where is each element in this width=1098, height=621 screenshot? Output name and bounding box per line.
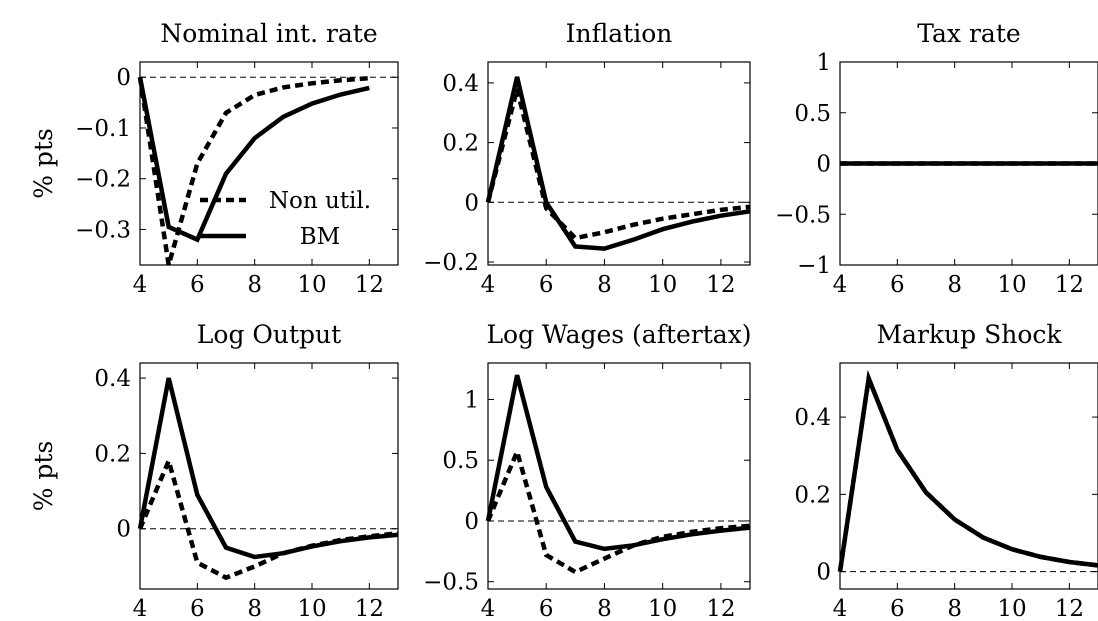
series-line-bm <box>485 76 751 251</box>
y-axis-label: % pts <box>29 441 58 512</box>
y-tick-label: 0.2 <box>794 482 831 508</box>
y-tick-label: 0.5 <box>442 448 479 474</box>
x-tick-label: 12 <box>706 272 735 298</box>
series-line-non-util <box>485 88 751 241</box>
y-tick-label: 0 <box>116 517 131 543</box>
series-line-non-util <box>137 454 399 581</box>
x-tick-label: 6 <box>890 272 905 298</box>
x-tick-label: 6 <box>539 596 554 621</box>
x-tick-label: 4 <box>481 596 496 621</box>
plot-frame <box>139 362 399 590</box>
x-tick-label: 4 <box>833 272 848 298</box>
series-line-bm <box>137 76 370 243</box>
x-tick-label: 10 <box>648 272 677 298</box>
legend: Non util. BM <box>200 188 371 250</box>
y-tick-label: 0 <box>816 152 831 178</box>
x-tick-label: 6 <box>539 272 554 298</box>
panel-title: Nominal int. rate <box>160 19 377 48</box>
x-tick-label: 10 <box>997 272 1026 298</box>
y-axis-label: % pts <box>29 128 58 199</box>
x-tick-label: 12 <box>1055 272 1084 298</box>
x-tick-label: 4 <box>833 596 848 621</box>
panel-title: Tax rate <box>917 19 1020 48</box>
y-tick-label: 0.2 <box>94 441 131 467</box>
y-tick-label: 0.5 <box>794 101 831 127</box>
y-tick-label: −0.2 <box>423 250 479 276</box>
plot-frame <box>487 61 751 266</box>
plot-frame <box>139 61 399 266</box>
x-tick-label: 4 <box>133 272 148 298</box>
y-tick-label: 0.4 <box>442 71 479 97</box>
x-tick-label: 4 <box>133 596 148 621</box>
y-tick-label: 0 <box>464 509 479 535</box>
x-tick-label: 10 <box>297 596 326 621</box>
series-line-bm <box>137 377 399 560</box>
legend-label-bm: BM <box>300 224 340 250</box>
x-tick-label: 8 <box>597 596 612 621</box>
legend-label-non-util: Non util. <box>269 188 371 214</box>
x-tick-label: 10 <box>997 596 1026 621</box>
panel-title: Markup Shock <box>876 320 1062 349</box>
y-tick-label: 0 <box>464 190 479 216</box>
series-line-bm <box>485 374 751 552</box>
y-tick-label: −0.1 <box>75 116 131 142</box>
panel-1: 4 6 8 10 12 0 −0.1 −0.2 −0.3 Nominal int. rate % p… <box>29 19 399 298</box>
y-tick-label: 1 <box>464 387 479 413</box>
x-tick-label: 10 <box>297 272 326 298</box>
x-tick-label: 10 <box>648 596 677 621</box>
y-tick-label: 1 <box>816 50 831 76</box>
panel-4: 4 6 8 10 12 0.4 0.2 0 Log Output % pts <box>29 320 399 621</box>
y-tick-label: 0 <box>116 65 131 91</box>
panel-5: 4 6 8 10 12 1 0.5 0 −0.5 Log Wages (aftertax) <box>423 320 751 621</box>
y-tick-label: −0.5 <box>423 570 479 596</box>
x-tick-label: 8 <box>247 596 262 621</box>
series-line-non-util <box>485 444 751 575</box>
x-tick-label: 8 <box>947 272 962 298</box>
panel-2: 4 6 8 10 12 0.4 0.2 0 −0.2 Inflation <box>423 19 751 298</box>
x-tick-label: 8 <box>947 596 962 621</box>
x-tick-label: 8 <box>597 272 612 298</box>
panel-3: 4 6 8 10 12 1 0.5 0 −0.5 −1 Tax rate <box>775 19 1098 298</box>
x-tick-label: 12 <box>355 596 384 621</box>
x-tick-label: 6 <box>190 596 205 621</box>
x-tick-label: 12 <box>355 272 384 298</box>
y-tick-label: 0.4 <box>94 366 131 392</box>
plot-frame <box>839 362 1098 590</box>
x-tick-label: 12 <box>1055 596 1084 621</box>
y-tick-label: −0.5 <box>775 202 831 228</box>
panel-title: Inflation <box>566 19 673 48</box>
panel-title: Log Wages (aftertax) <box>486 320 751 349</box>
y-tick-label: 0 <box>816 560 831 586</box>
x-tick-label: 8 <box>247 272 262 298</box>
x-tick-label: 12 <box>706 596 735 621</box>
x-tick-label: 4 <box>481 272 496 298</box>
y-tick-label: 0.2 <box>442 131 479 157</box>
y-tick-label: −0.3 <box>75 217 131 243</box>
series-line-bm <box>837 369 1098 572</box>
panel-6: 4 6 8 10 12 0.4 0.2 0 Markup Shock <box>794 320 1098 621</box>
x-tick-label: 6 <box>190 272 205 298</box>
plot-frame <box>487 362 751 590</box>
x-tick-label: 6 <box>890 596 905 621</box>
panel-title: Log Output <box>197 320 341 349</box>
y-tick-label: 0.4 <box>794 405 831 431</box>
y-tick-label: −1 <box>797 253 831 279</box>
y-tick-label: −0.2 <box>75 167 131 193</box>
